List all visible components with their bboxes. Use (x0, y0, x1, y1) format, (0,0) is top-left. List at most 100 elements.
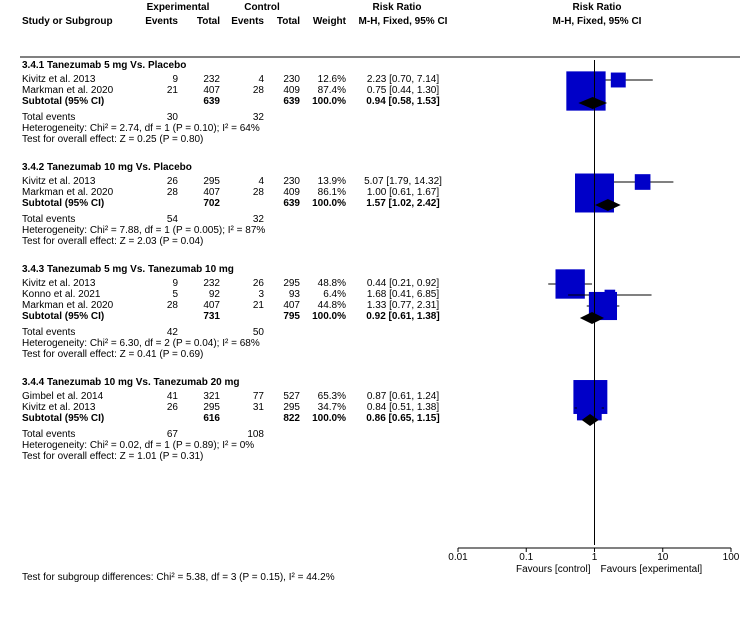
subtotal-total-ctl: 795 (283, 311, 300, 322)
total-events-label: Total events (22, 214, 76, 225)
study-marker (555, 269, 585, 299)
total-events-exp: 42 (166, 327, 178, 338)
overall-effect-text: Test for overall effect: Z = 0.25 (P = 0… (22, 134, 204, 145)
subtotal-total-ctl: 639 (283, 198, 300, 209)
subgroup-title: 3.4.3 Tanezumab 5 mg Vs. Tanezumab 10 mg (22, 264, 234, 275)
study-events-exp: 9 (172, 278, 178, 289)
favours-control-label: Favours [control] (516, 564, 591, 575)
study-ci: 0.44 [0.21, 0.92] (366, 278, 440, 289)
study-weight: 6.4% (323, 289, 346, 300)
total-events-label: Total events (22, 112, 76, 123)
heterogeneity-text: Heterogeneity: Chi² = 6.30, df = 2 (P = … (22, 338, 260, 349)
subtotal-ci: 0.86 [0.65, 1.15] (366, 413, 440, 424)
header-study: Study or Subgroup (22, 16, 113, 27)
study-weight: 87.4% (317, 85, 346, 96)
total-events-exp: 54 (166, 214, 178, 225)
heterogeneity-text: Heterogeneity: Chi² = 7.88, df = 1 (P = … (22, 225, 266, 236)
header-weight: Weight (312, 16, 346, 27)
study-events-ctl: 28 (252, 187, 264, 198)
study-total-ctl: 93 (288, 289, 300, 300)
study-events-ctl: 4 (258, 176, 264, 187)
heterogeneity-text: Heterogeneity: Chi² = 2.74, df = 1 (P = … (22, 123, 260, 134)
total-events-ctl: 32 (252, 112, 264, 123)
subtotal-label: Subtotal (95% CI) (22, 198, 105, 209)
study-total-exp: 295 (203, 402, 220, 413)
study-ci: 1.00 [0.61, 1.67] (366, 187, 440, 198)
subtotal-label: Subtotal (95% CI) (22, 96, 105, 107)
study-events-exp: 26 (166, 402, 178, 413)
study-events-exp: 21 (166, 85, 178, 96)
study-total-ctl: 407 (283, 300, 300, 311)
heterogeneity-text: Heterogeneity: Chi² = 0.02, df = 1 (P = … (22, 440, 255, 451)
subtotal-ci: 0.94 [0.58, 1.53] (366, 96, 440, 107)
study-events-exp: 28 (166, 300, 178, 311)
subtotal-total-ctl: 822 (283, 413, 300, 424)
subtotal-total-exp: 702 (203, 198, 220, 209)
x-tick-label: 100 (722, 552, 740, 563)
header-risk-ratio-table: Risk Ratio (372, 2, 422, 13)
study-total-ctl: 295 (283, 402, 300, 413)
overall-effect-text: Test for overall effect: Z = 0.41 (P = 0… (22, 349, 204, 360)
study-events-ctl: 77 (252, 391, 264, 402)
study-ci: 0.87 [0.61, 1.24] (366, 391, 440, 402)
study-weight: 13.9% (317, 176, 346, 187)
subtotal-label: Subtotal (95% CI) (22, 413, 105, 424)
study-ci: 5.07 [1.79, 14.32] (364, 176, 442, 187)
overall-effect-text: Test for overall effect: Z = 1.01 (P = 0… (22, 451, 204, 462)
study-ci: 0.75 [0.44, 1.30] (366, 85, 440, 96)
study-total-exp: 407 (203, 187, 220, 198)
header-events-ctl: Events (231, 16, 264, 27)
subtotal-diamond (578, 97, 608, 109)
study-name: Markman et al. 2020 (22, 187, 114, 198)
study-weight: 12.6% (317, 74, 346, 85)
header-total-exp: Total (196, 16, 220, 27)
subtotal-diamond (595, 199, 621, 211)
x-tick-label: 1 (591, 552, 598, 563)
subgroup-differences-test: Test for subgroup differences: Chi² = 5.… (22, 572, 335, 583)
study-total-ctl: 409 (283, 187, 300, 198)
study-name: Kivitz et al. 2013 (22, 74, 96, 85)
study-weight: 65.3% (317, 391, 346, 402)
subtotal-weight: 100.0% (312, 96, 346, 107)
subtotal-total-ctl: 639 (283, 96, 300, 107)
study-weight: 44.8% (317, 300, 346, 311)
subtotal-diamond (581, 414, 599, 426)
study-ci: 1.68 [0.41, 6.85] (366, 289, 440, 300)
study-events-exp: 5 (172, 289, 178, 300)
subgroup-title: 3.4.4 Tanezumab 10 mg Vs. Tanezumab 20 m… (22, 377, 240, 388)
header-total-ctl: Total (276, 16, 300, 27)
total-events-label: Total events (22, 327, 76, 338)
study-name: Markman et al. 2020 (22, 300, 114, 311)
x-tick-label: 0.1 (519, 552, 534, 563)
study-total-ctl: 230 (283, 176, 300, 187)
subtotal-total-exp: 616 (203, 413, 220, 424)
study-total-exp: 232 (203, 74, 220, 85)
study-name: Konno et al. 2021 (22, 289, 101, 300)
total-events-ctl: 108 (247, 429, 264, 440)
study-events-ctl: 26 (252, 278, 264, 289)
total-events-ctl: 50 (252, 327, 264, 338)
study-weight: 34.7% (317, 402, 346, 413)
subtotal-weight: 100.0% (312, 311, 346, 322)
study-events-ctl: 3 (258, 289, 264, 300)
favours-experimental-label: Favours [experimental] (600, 564, 703, 575)
x-tick-label: 10 (657, 552, 669, 563)
study-events-exp: 28 (166, 187, 178, 198)
subtotal-label: Subtotal (95% CI) (22, 311, 105, 322)
study-total-exp: 232 (203, 278, 220, 289)
study-name: Kivitz et al. 2013 (22, 278, 96, 289)
study-total-exp: 295 (203, 176, 220, 187)
header-experimental: Experimental (146, 2, 210, 13)
subtotal-total-exp: 639 (203, 96, 220, 107)
study-events-ctl: 28 (252, 85, 264, 96)
subtotal-diamond (579, 312, 605, 324)
subtotal-weight: 100.0% (312, 413, 346, 424)
subtotal-total-exp: 731 (203, 311, 220, 322)
header-method: M-H, Fixed, 95% CI (358, 16, 448, 27)
header-events-exp: Events (145, 16, 178, 27)
study-events-exp: 41 (166, 391, 178, 402)
study-weight: 86.1% (317, 187, 346, 198)
study-ci: 2.23 [0.70, 7.14] (366, 74, 440, 85)
study-total-exp: 92 (208, 289, 220, 300)
